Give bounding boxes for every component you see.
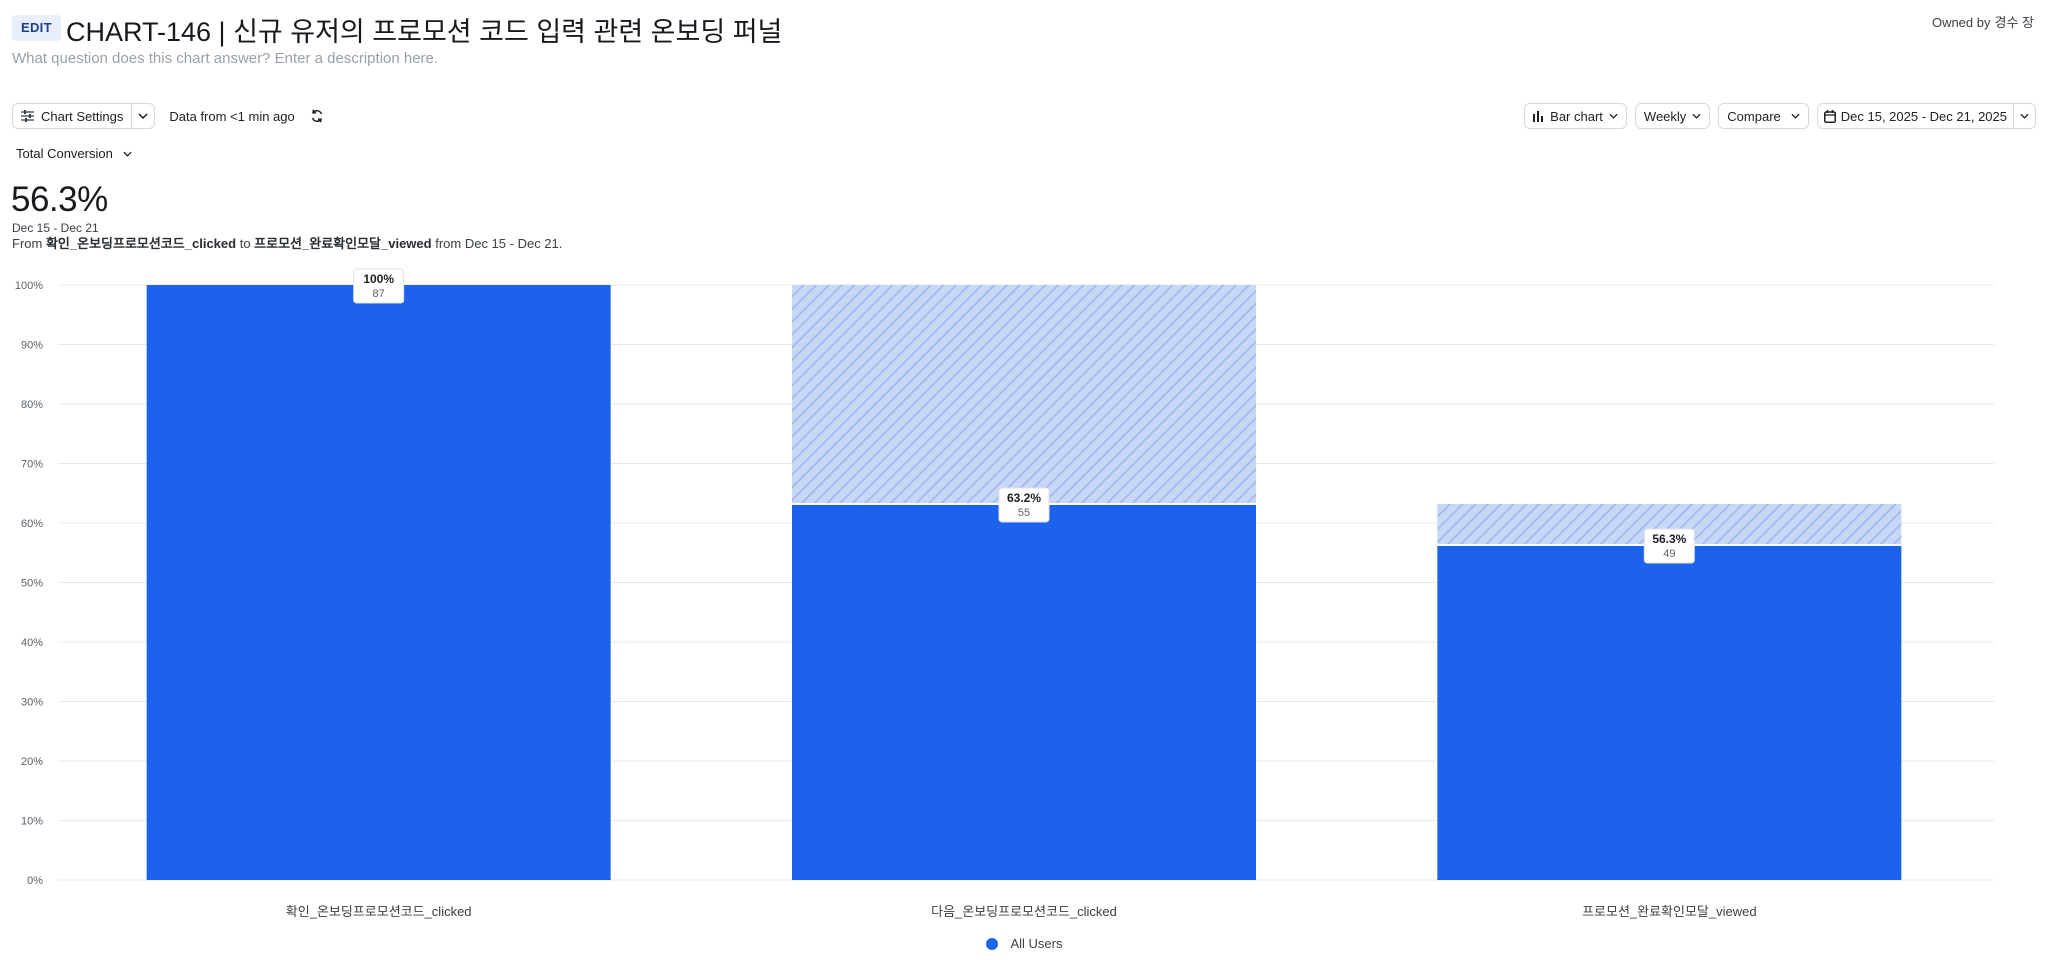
- funnel-bar-chart: 0% 10% 20% 30% 40% 50% 60% 70% 80% 90% 100% 100% 87…: [15, 268, 1994, 919]
- edit-badge[interactable]: EDIT: [12, 15, 61, 41]
- y-tick-label: 30%: [21, 697, 43, 709]
- date-range-dropdown[interactable]: [2013, 104, 2035, 128]
- sliders-icon: [21, 110, 34, 122]
- data-label: 63.2% 55: [998, 487, 1050, 523]
- refresh-icon[interactable]: [309, 108, 325, 124]
- metric-select[interactable]: Total Conversion: [16, 146, 132, 161]
- owner-name[interactable]: 경수 장: [1994, 15, 2035, 30]
- chevron-down-icon: [138, 113, 148, 119]
- bar: [1437, 545, 1902, 880]
- interval-label: Weekly: [1643, 108, 1687, 124]
- x-tick-label: 프로모션_완료확인모달_viewed: [1582, 904, 1757, 919]
- chart-header: EDIT CHART-146 | 신규 유저의 프로모션 코드 입력 관련 온보…: [12, 8, 2036, 68]
- y-tick-label: 60%: [21, 518, 43, 530]
- from-event: 확인_온보딩프로모션코드_clicked: [45, 236, 237, 251]
- chevron-down-icon: [1609, 113, 1618, 119]
- compare-select[interactable]: Compare: [1718, 103, 1809, 129]
- chart-legend: All Users: [0, 936, 2048, 951]
- description-input[interactable]: What question does this chart answer? En…: [12, 50, 439, 67]
- data-label: 56.3% 49: [1643, 528, 1695, 564]
- owner-info: Owned by 경수 장: [1932, 12, 2034, 31]
- metric-label: Total Conversion: [16, 146, 113, 161]
- bar-chart-icon: [1533, 110, 1544, 122]
- owner-prefix: Owned by: [1931, 15, 1991, 30]
- data-label-percent: 63.2%: [1007, 491, 1041, 505]
- chart-settings-dropdown[interactable]: [131, 104, 154, 128]
- from-prefix: From: [12, 236, 43, 251]
- date-range-button[interactable]: Dec 15, 2025 - Dec 21, 2025: [1818, 104, 2013, 128]
- data-label-box: [353, 268, 405, 304]
- chart-toolbar: Chart Settings Data from <1 min ago Bar …: [12, 103, 2036, 129]
- chart-type-label: Bar chart: [1550, 108, 1603, 124]
- y-tick-label: 80%: [21, 399, 43, 411]
- chevron-down-icon: [1692, 113, 1701, 119]
- chart-settings-control: Chart Settings: [12, 103, 156, 129]
- y-tick-label: 70%: [21, 459, 43, 471]
- compare-label: Compare: [1727, 108, 1781, 124]
- conversion-value: 56.3%: [11, 180, 108, 219]
- data-label-count: 49: [1663, 548, 1675, 560]
- bar: [146, 285, 611, 880]
- x-tick-label: 다음_온보딩프로모션코드_clicked: [931, 904, 1117, 919]
- y-tick-label: 20%: [21, 756, 43, 768]
- conversion-description: From 확인_온보딩프로모션코드_clicked to 프로모션_완료확인모달…: [12, 233, 562, 252]
- chevron-down-icon: [2020, 113, 2029, 119]
- legend-swatch: [985, 938, 998, 950]
- dropoff-bar: [792, 285, 1256, 504]
- conversion-date-range: Dec 15 - Dec 21: [12, 221, 99, 235]
- y-tick-label: 10%: [21, 816, 43, 828]
- y-tick-label: 100%: [15, 280, 43, 292]
- data-label-box: [1643, 528, 1695, 564]
- legend-series-name[interactable]: All Users: [1010, 936, 1063, 951]
- to-event: 프로모션_완료확인모달_viewed: [254, 236, 432, 251]
- x-tick-label: 확인_온보딩프로모션코드_clicked: [286, 904, 472, 919]
- data-freshness: Data from <1 min ago: [169, 108, 295, 124]
- y-tick-label: 40%: [21, 637, 43, 649]
- bar: [792, 503, 1256, 880]
- data-label-count: 87: [373, 288, 385, 300]
- chevron-down-icon: [123, 151, 132, 157]
- y-tick-label: 0%: [27, 875, 43, 887]
- data-label-box: [998, 487, 1050, 523]
- chevron-down-icon: [1791, 113, 1800, 119]
- data-label-percent: 100%: [363, 272, 394, 286]
- calendar-icon: [1823, 109, 1836, 123]
- date-range-label: Dec 15, 2025 - Dec 21, 2025: [1840, 108, 2007, 124]
- date-range-control: Dec 15, 2025 - Dec 21, 2025: [1816, 103, 2036, 129]
- range-suffix: from Dec 15 - Dec 21.: [435, 236, 563, 251]
- data-label-percent: 56.3%: [1652, 532, 1686, 546]
- chart-settings-button[interactable]: Chart Settings: [13, 104, 131, 128]
- interval-select[interactable]: Weekly: [1634, 103, 1711, 129]
- data-label: 100% 87: [353, 268, 405, 304]
- y-tick-label: 50%: [21, 578, 43, 590]
- y-tick-label: 90%: [21, 340, 43, 352]
- data-label-count: 55: [1018, 507, 1030, 519]
- to-word: to: [239, 236, 251, 251]
- page-title[interactable]: CHART-146 | 신규 유저의 프로모션 코드 입력 관련 온보딩 퍼널: [66, 17, 783, 47]
- chart-settings-label: Chart Settings: [41, 108, 124, 124]
- chart-type-select[interactable]: Bar chart: [1524, 103, 1627, 129]
